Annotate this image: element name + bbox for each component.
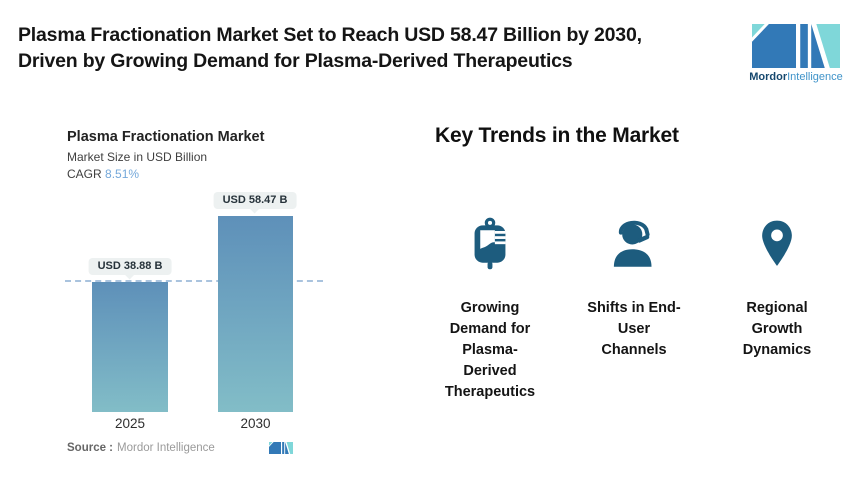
brand-logo: MordorIntelligence bbox=[746, 24, 846, 83]
source-brand-mark-icon bbox=[269, 442, 293, 457]
cagr-value: 8.51% bbox=[105, 167, 140, 181]
x-axis-label-2025: 2025 bbox=[114, 416, 146, 431]
trend-label: Regional Growth Dynamics bbox=[742, 300, 812, 358]
brand-name-light: Intelligence bbox=[787, 71, 843, 83]
trend-label: Growing Demand for Plasma- Derived Thera… bbox=[444, 300, 536, 400]
source-row: Source : Mordor Intelligence bbox=[67, 442, 330, 456]
brand-name-bold: Mordor bbox=[749, 71, 788, 83]
chart-cagr: CAGR 8.51% bbox=[67, 167, 139, 181]
chart-subtitle: Market Size in USD Billion bbox=[67, 150, 208, 164]
page-title: Plasma Fractionation Market Set to Reach… bbox=[18, 24, 642, 72]
trend-item-regional-dynamics: Regional Growth Dynamics bbox=[715, 216, 839, 361]
bar-2030 bbox=[218, 216, 293, 412]
trend-item-plasma-demand: Growing Demand for Plasma- Derived Thera… bbox=[428, 216, 552, 403]
blood-bag-icon bbox=[428, 216, 552, 272]
x-axis-label-2030: 2030 bbox=[240, 416, 271, 431]
trends-heading: Key Trends in the Market bbox=[435, 124, 679, 147]
cagr-label: CAGR bbox=[67, 167, 102, 181]
value-callout-2030: USD 58.47 B bbox=[213, 192, 297, 209]
location-pin-icon bbox=[715, 216, 839, 272]
source-value: Mordor Intelligence bbox=[117, 442, 215, 454]
headset-agent-icon bbox=[572, 216, 696, 272]
bar-2025 bbox=[92, 282, 168, 412]
mordor-intelligence-logo-icon bbox=[752, 24, 840, 68]
trend-item-end-user-channels: Shifts in End- User Channels bbox=[572, 216, 696, 361]
brand-logo-text: MordorIntelligence bbox=[746, 71, 846, 83]
bar-chart-plot-area: USD 38.88 B USD 58.47 B bbox=[60, 192, 330, 412]
chart-title: Plasma Fractionation Market bbox=[67, 129, 265, 145]
reference-dashed-line bbox=[65, 280, 323, 282]
x-axis-labels: 2025 2030 bbox=[60, 416, 330, 432]
value-callout-2025: USD 38.88 B bbox=[88, 258, 172, 275]
source-label: Source : bbox=[67, 442, 114, 454]
trend-label: Shifts in End- User Channels bbox=[587, 300, 681, 358]
